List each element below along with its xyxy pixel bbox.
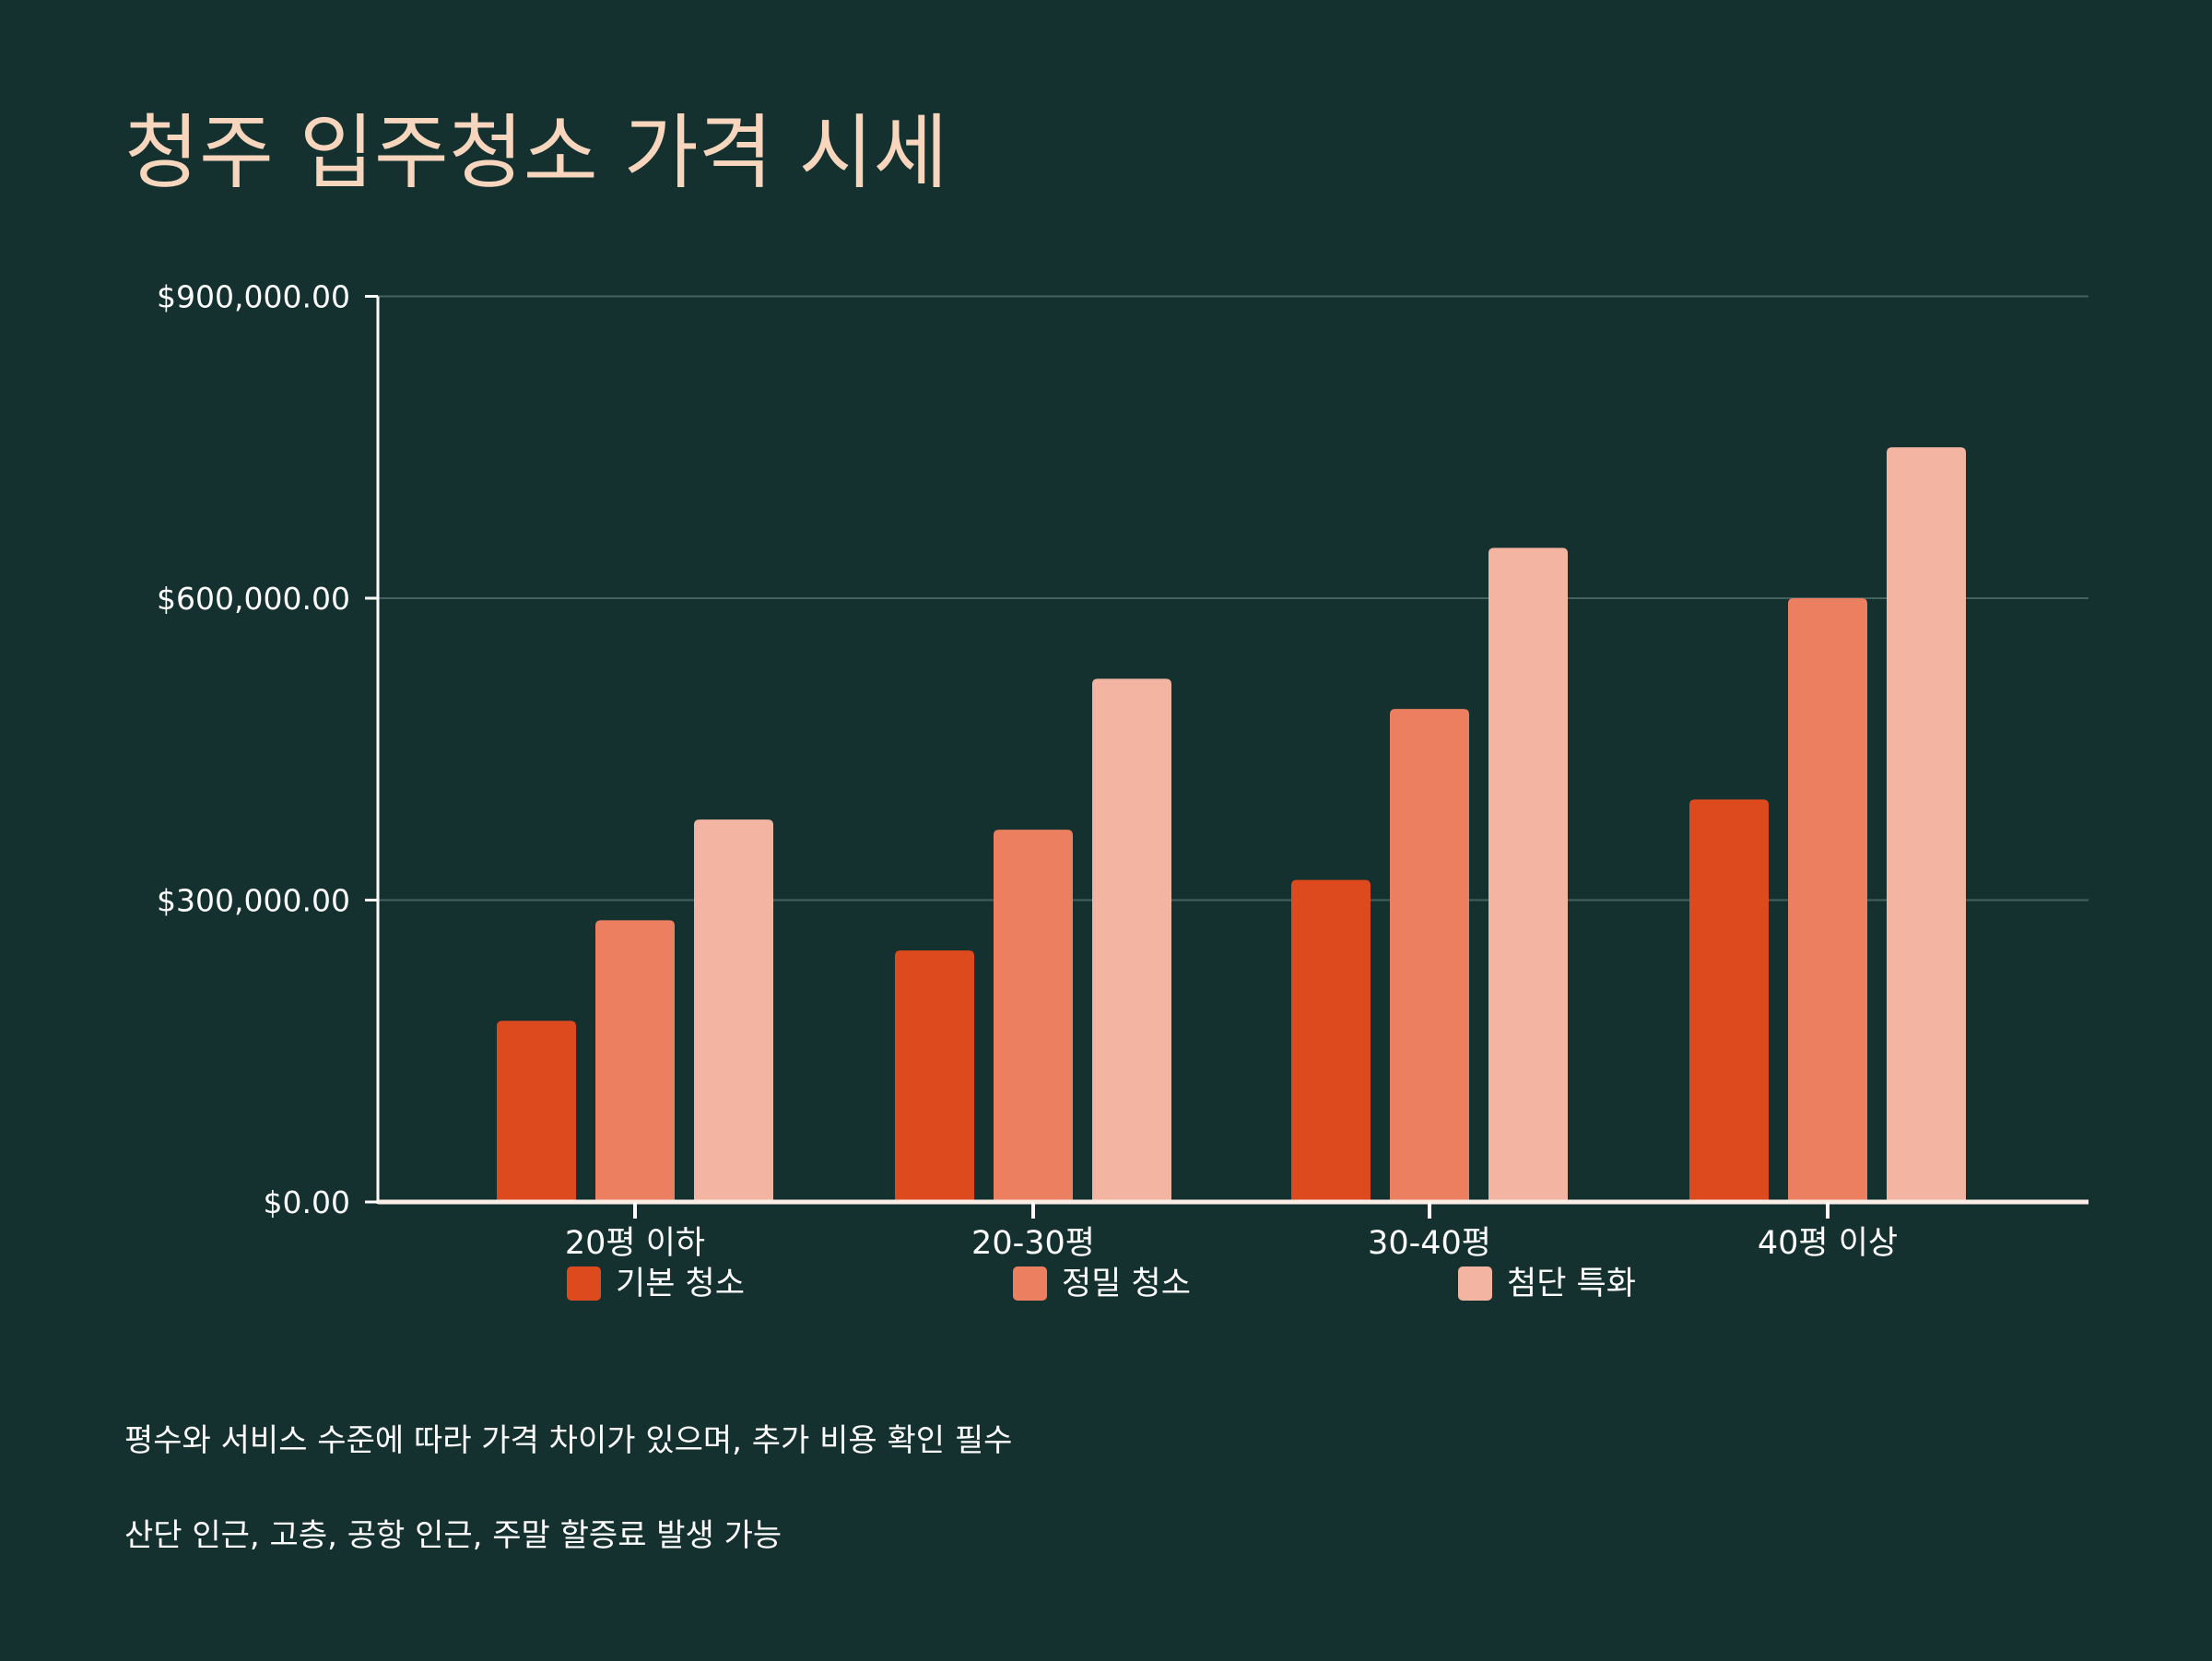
bar-2-4 (1788, 598, 1867, 1202)
x-tick-label: 30-40평 (1368, 1225, 1491, 1262)
bar-2-1 (595, 920, 675, 1202)
legend-swatch-3 (1458, 1266, 1492, 1301)
note-1: 평수와 서비스 수준에 따라 가격 차이가 있으며, 추가 비용 확인 필수 (124, 1422, 1013, 1459)
note-2: 산단 인근, 고층, 공항 인근, 주말 할증료 발생 가능 (124, 1517, 782, 1554)
bar-1-2 (895, 950, 974, 1202)
legend-swatch-2 (1013, 1266, 1047, 1301)
legend-label-1: 기본 청소 (616, 1266, 745, 1302)
bar-2-3 (1390, 709, 1469, 1202)
x-tick-label: 20-30평 (971, 1225, 1095, 1262)
chart-title: 청주 입주청소 가격 시세 (124, 105, 948, 200)
bar-2-2 (994, 830, 1073, 1202)
bar-3-4 (1887, 447, 1966, 1202)
y-tick-label: $300,000.00 (157, 883, 350, 919)
y-tick-label: $900,000.00 (157, 279, 350, 315)
bar-3-2 (1092, 678, 1171, 1202)
y-tick-label: $0.00 (264, 1184, 350, 1220)
y-tick-label: $600,000.00 (157, 581, 350, 617)
legend-swatch-1 (567, 1266, 601, 1301)
x-tick-label: 40평 이상 (1758, 1225, 1898, 1262)
bar-1-3 (1291, 879, 1371, 1202)
bar-1-4 (1689, 799, 1769, 1202)
bar-3-3 (1488, 548, 1568, 1202)
legend-label-2: 정밀 청소 (1062, 1266, 1191, 1302)
x-tick-label: 20평 이하 (565, 1225, 705, 1262)
legend-label-3: 첨단 특화 (1507, 1266, 1636, 1302)
bar-1-1 (497, 1020, 576, 1202)
bar-3-1 (694, 819, 773, 1202)
